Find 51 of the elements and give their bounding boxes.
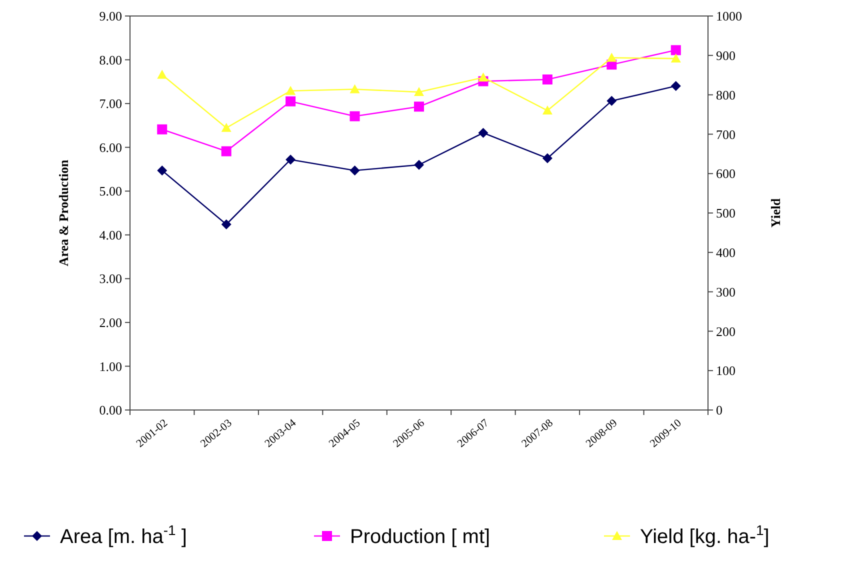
y-tick-label: 9.00: [99, 8, 122, 24]
y-tick-label: 1.00: [99, 358, 122, 374]
point: [542, 153, 552, 164]
point: [670, 54, 681, 63]
point: [350, 166, 360, 176]
y2-tick-label: 100: [716, 363, 736, 378]
y2-axis-title: Yield: [768, 198, 783, 228]
point: [286, 86, 296, 95]
point: [542, 74, 552, 84]
point: [606, 52, 617, 62]
y2-tick-label: 600: [716, 166, 736, 182]
y-tick-label: 4.00: [99, 227, 122, 242]
point: [414, 160, 424, 170]
point: [157, 70, 168, 79]
y2-tick-label: 700: [716, 126, 736, 142]
point: [221, 146, 232, 156]
y2-tick-label: 900: [716, 48, 736, 63]
y2-tick-label: 500: [716, 206, 736, 221]
point: [221, 122, 232, 132]
legend-label: Yield [kg. ha-$^{1}$]: [640, 522, 770, 548]
y-axis-title: Area & Production: [56, 159, 71, 266]
y2-tick-label: 300: [716, 284, 736, 300]
y2-tick-label: 400: [716, 244, 736, 260]
point: [478, 72, 488, 82]
y2-tick-label: 800: [716, 87, 736, 102]
point: [414, 87, 424, 96]
y2-tick-label: 1000: [716, 8, 742, 24]
y2-tick-label: 0: [716, 402, 722, 418]
y-tick-label: 6.00: [99, 140, 122, 155]
point: [670, 45, 681, 56]
legend-label: Area [m. ha$^{-1}$ ]: [60, 522, 187, 548]
y-tick-label: 5.00: [99, 184, 122, 199]
y-tick-label: 3.00: [99, 271, 122, 286]
point: [414, 102, 424, 112]
legend-label: Production [ mt]: [350, 526, 490, 548]
point: [606, 96, 617, 106]
point: [542, 106, 552, 115]
y-tick-label: 8.00: [99, 52, 122, 68]
y-tick-label: 0.00: [99, 402, 122, 418]
point: [157, 166, 168, 176]
y-tick-label: 7.00: [99, 96, 122, 112]
point: [157, 124, 168, 134]
point: [478, 128, 488, 138]
point: [350, 111, 360, 122]
point: [350, 84, 360, 94]
y-tick-label: 2.00: [99, 314, 122, 330]
y2-tick-label: 200: [716, 324, 736, 339]
point: [670, 81, 681, 92]
point: [286, 154, 296, 165]
point: [221, 219, 232, 230]
point: [286, 96, 296, 106]
